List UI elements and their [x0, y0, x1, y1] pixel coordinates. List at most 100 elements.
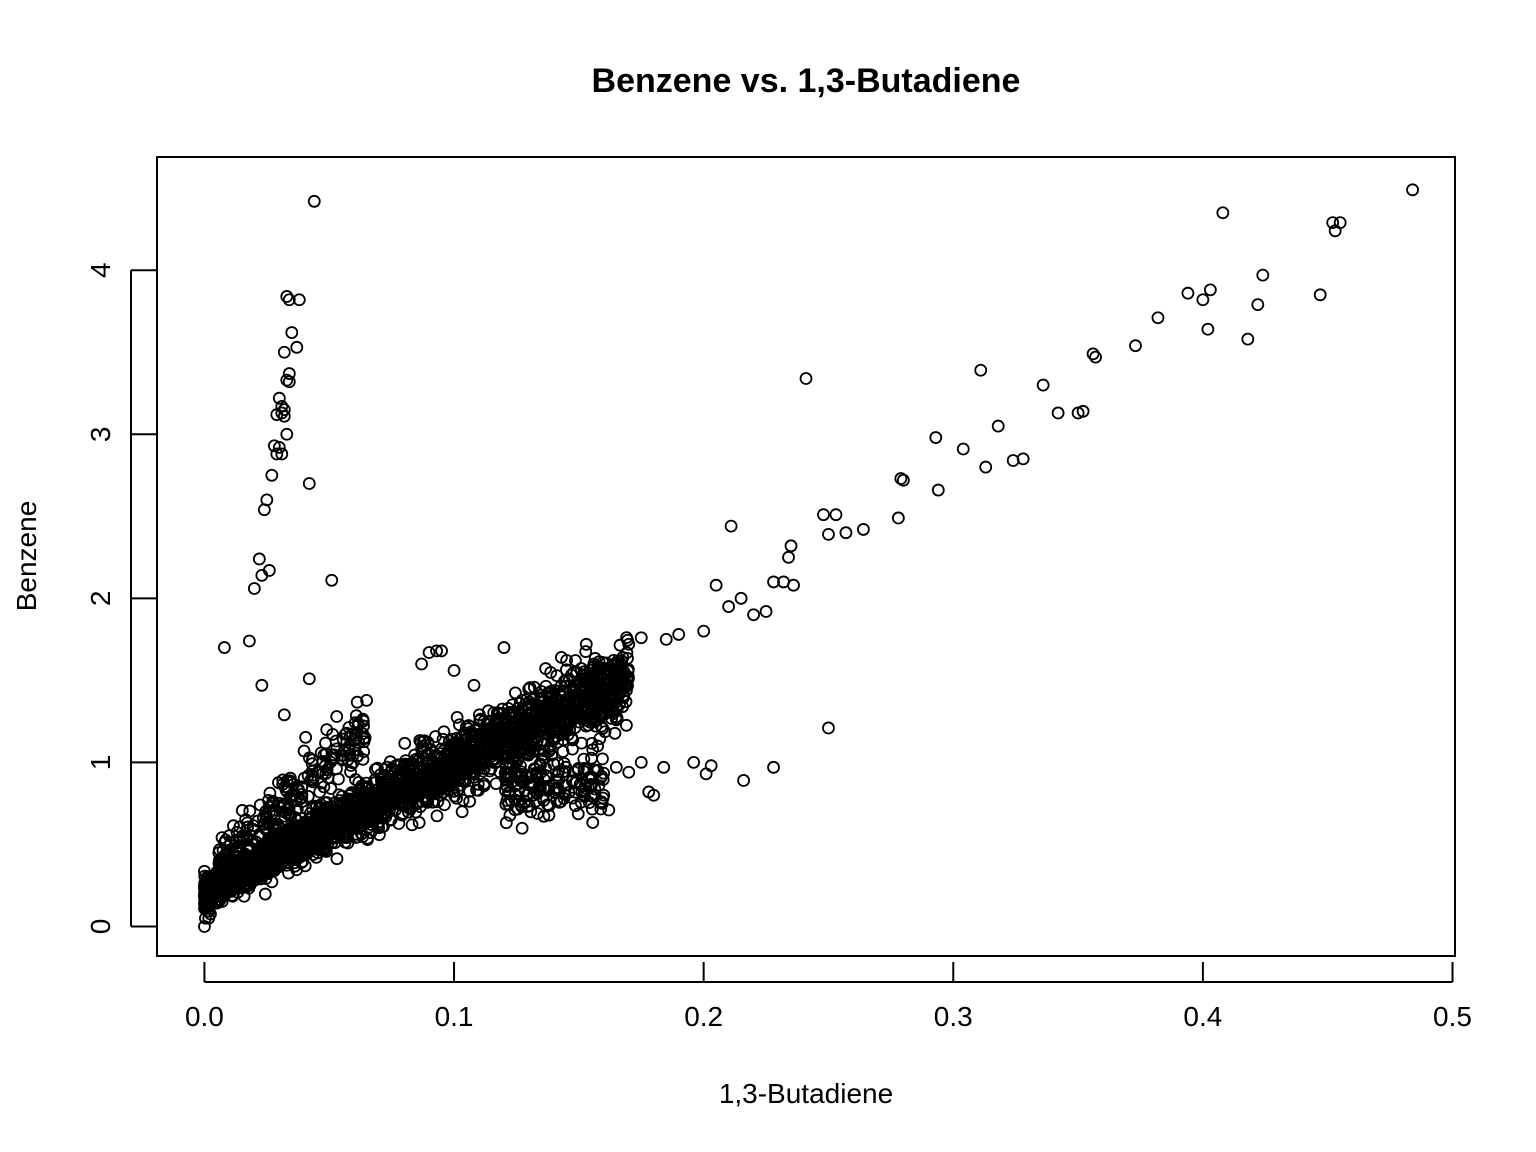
data-point	[891, 511, 905, 525]
data-point	[277, 838, 291, 852]
data-point	[277, 403, 291, 417]
data-point	[313, 785, 327, 799]
data-point	[275, 447, 289, 461]
data-point	[560, 663, 573, 677]
data-point	[587, 657, 601, 671]
data-point	[608, 687, 622, 701]
data-point	[537, 809, 551, 823]
data-point	[747, 608, 760, 622]
data-point	[319, 815, 333, 829]
data-point	[579, 719, 593, 733]
data-point	[453, 754, 467, 768]
data-point	[829, 508, 843, 522]
data-point	[734, 591, 748, 605]
data-point	[514, 759, 527, 773]
data-point	[234, 876, 248, 890]
data-point	[406, 775, 420, 789]
data-point	[342, 743, 356, 757]
data-point	[236, 829, 250, 843]
data-point	[302, 672, 316, 686]
data-point	[235, 804, 249, 817]
data-point	[659, 632, 673, 646]
data-point	[602, 704, 615, 718]
data-point	[554, 679, 568, 693]
data-point	[602, 803, 616, 817]
data-point	[306, 815, 320, 829]
data-point	[277, 345, 291, 359]
data-point	[597, 788, 611, 802]
data-point	[325, 573, 339, 587]
data-point	[384, 765, 398, 778]
data-point	[486, 724, 500, 738]
data-point	[261, 816, 275, 830]
x-tick-label: 0.5	[1433, 1001, 1472, 1032]
data-point	[539, 769, 553, 782]
data-point	[1241, 332, 1255, 346]
data-point	[471, 777, 485, 791]
data-point	[621, 670, 635, 684]
data-point	[585, 736, 599, 750]
data-point	[547, 733, 561, 747]
data-point	[784, 539, 798, 553]
data-point	[467, 764, 480, 778]
data-point	[478, 756, 492, 770]
data-point	[338, 808, 352, 822]
data-point	[657, 760, 671, 774]
data-point	[321, 838, 335, 852]
data-point	[395, 808, 409, 822]
data-point	[374, 772, 388, 786]
data-point	[559, 721, 573, 735]
data-point	[212, 856, 226, 870]
data-point	[269, 839, 283, 852]
data-point	[297, 771, 311, 785]
data-point	[546, 710, 560, 724]
data-point	[499, 728, 513, 741]
data-point	[529, 768, 543, 781]
data-point	[422, 646, 436, 659]
x-axis-label: 1,3-Butadiene	[719, 1078, 893, 1109]
data-point	[584, 670, 598, 684]
data-point	[1326, 216, 1340, 230]
data-point	[364, 818, 378, 831]
data-point	[351, 717, 365, 730]
data-point	[451, 756, 465, 770]
data-point	[724, 519, 738, 533]
data-point	[526, 705, 540, 719]
data-point	[321, 831, 334, 845]
data-point	[499, 770, 513, 784]
data-point	[291, 844, 305, 858]
data-point	[1313, 288, 1327, 302]
data-point	[282, 367, 296, 380]
data-point	[759, 605, 773, 618]
data-point	[622, 765, 636, 779]
data-point	[441, 762, 455, 776]
data-point	[817, 508, 830, 522]
data-point	[282, 293, 296, 307]
data-point	[567, 665, 581, 679]
data-point	[438, 780, 451, 793]
data-point	[591, 690, 605, 704]
data-point	[412, 816, 426, 829]
data-point	[567, 765, 581, 779]
data-point	[894, 472, 908, 485]
data-point	[292, 293, 306, 307]
data-point	[501, 701, 515, 715]
data-point	[571, 807, 585, 821]
data-point	[579, 645, 593, 658]
data-point	[1086, 347, 1100, 361]
data-point	[613, 638, 627, 652]
data-point	[276, 777, 290, 791]
data-point	[370, 802, 384, 816]
data-point	[273, 801, 287, 815]
data-point	[286, 788, 300, 801]
data-point	[515, 767, 529, 781]
data-point	[430, 809, 444, 823]
data-point	[822, 721, 835, 735]
data-point	[614, 686, 627, 699]
data-point	[634, 756, 648, 769]
data-point	[1203, 283, 1217, 297]
data-point	[252, 855, 265, 869]
data-point	[498, 718, 512, 732]
data-point	[524, 805, 538, 819]
